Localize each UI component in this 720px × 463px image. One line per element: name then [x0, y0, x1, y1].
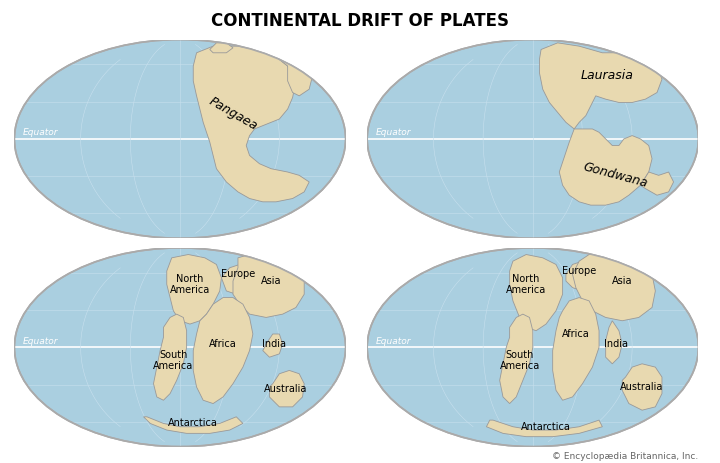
- Ellipse shape: [367, 248, 698, 447]
- Ellipse shape: [14, 248, 346, 447]
- Text: © Encyclopædia Britannica, Inc.: © Encyclopædia Britannica, Inc.: [552, 452, 698, 461]
- Ellipse shape: [14, 39, 346, 238]
- Text: Europe: Europe: [562, 266, 596, 276]
- Text: Equator: Equator: [23, 337, 58, 345]
- Polygon shape: [559, 129, 652, 205]
- Text: Africa: Africa: [210, 339, 237, 349]
- Polygon shape: [539, 43, 662, 129]
- Ellipse shape: [367, 248, 698, 447]
- Polygon shape: [210, 43, 233, 53]
- Polygon shape: [271, 50, 312, 96]
- Text: Africa: Africa: [562, 329, 590, 339]
- Ellipse shape: [367, 248, 698, 447]
- Text: Antarctica: Antarctica: [521, 422, 571, 432]
- Polygon shape: [510, 255, 562, 331]
- Ellipse shape: [367, 39, 698, 238]
- Text: North
America: North America: [170, 274, 210, 295]
- Polygon shape: [193, 46, 309, 202]
- Ellipse shape: [367, 248, 698, 447]
- Polygon shape: [641, 172, 674, 195]
- Polygon shape: [566, 261, 595, 291]
- Text: Australia: Australia: [264, 384, 307, 394]
- Text: Laurasia: Laurasia: [581, 69, 634, 82]
- Ellipse shape: [14, 248, 346, 447]
- Text: South
America: South America: [500, 350, 540, 371]
- Ellipse shape: [367, 248, 698, 447]
- Polygon shape: [622, 364, 662, 410]
- Text: South
America: South America: [153, 350, 194, 371]
- Text: Pangaea: Pangaea: [207, 95, 260, 133]
- Polygon shape: [487, 420, 603, 437]
- Ellipse shape: [14, 248, 346, 447]
- Ellipse shape: [367, 248, 698, 447]
- Ellipse shape: [14, 39, 346, 238]
- Ellipse shape: [367, 39, 698, 238]
- Text: Australia: Australia: [621, 382, 664, 392]
- Polygon shape: [167, 255, 222, 324]
- Ellipse shape: [14, 248, 346, 447]
- Polygon shape: [153, 314, 186, 400]
- Text: Equator: Equator: [23, 128, 58, 137]
- Ellipse shape: [367, 248, 698, 447]
- Ellipse shape: [367, 248, 698, 447]
- Ellipse shape: [14, 248, 346, 447]
- Ellipse shape: [367, 39, 698, 238]
- Polygon shape: [500, 314, 533, 404]
- Text: Asia: Asia: [261, 276, 282, 286]
- Ellipse shape: [14, 248, 346, 447]
- Text: Europe: Europe: [221, 269, 255, 279]
- Text: Asia: Asia: [612, 276, 632, 286]
- Text: 225 Million Years Ago: 225 Million Years Ago: [102, 266, 258, 281]
- Text: CONTINENTAL DRIFT OF PLATES: CONTINENTAL DRIFT OF PLATES: [211, 12, 509, 30]
- Text: India: India: [603, 339, 628, 349]
- Polygon shape: [222, 264, 253, 294]
- Polygon shape: [553, 298, 599, 400]
- Ellipse shape: [14, 248, 346, 447]
- Polygon shape: [269, 370, 305, 407]
- Polygon shape: [606, 321, 622, 364]
- Text: Equator: Equator: [376, 128, 411, 137]
- Polygon shape: [193, 298, 253, 404]
- Polygon shape: [572, 255, 655, 321]
- Text: Gondwana: Gondwana: [582, 161, 649, 190]
- Ellipse shape: [14, 248, 346, 447]
- Ellipse shape: [14, 39, 346, 238]
- Text: North
America: North America: [506, 274, 546, 295]
- Ellipse shape: [14, 39, 346, 238]
- Text: Antarctica: Antarctica: [168, 419, 218, 428]
- Ellipse shape: [367, 248, 698, 447]
- Polygon shape: [143, 417, 243, 433]
- Text: India: India: [262, 339, 287, 349]
- Text: 150 Million Years Ago: 150 Million Years Ago: [455, 266, 611, 281]
- Text: Equator: Equator: [376, 337, 411, 345]
- Ellipse shape: [14, 248, 346, 447]
- Polygon shape: [233, 255, 305, 318]
- Ellipse shape: [367, 39, 698, 238]
- Polygon shape: [263, 334, 283, 357]
